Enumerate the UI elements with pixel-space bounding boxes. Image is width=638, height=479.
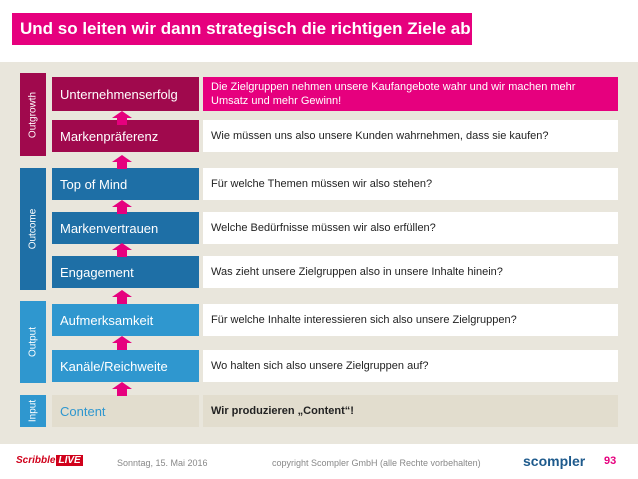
- logo-text: Scribble: [16, 455, 56, 466]
- arrow-up-icon: [112, 382, 132, 396]
- section-outgrowth: Outgrowth: [20, 73, 46, 156]
- page-number: 93: [604, 455, 617, 467]
- row-question-unternehmenserfolg: Die Zielgruppen nehmen unsere Kaufangebo…: [203, 77, 618, 111]
- row-label-content: Content: [52, 395, 199, 427]
- footer-date: Sonntag, 15. Mai 2016: [117, 458, 208, 468]
- row-question-markenvertrauen: Welche Bedürfnisse müssen wir also erfül…: [203, 212, 618, 244]
- scompler-logo: scompler: [523, 453, 586, 469]
- row-label-markenpraeferenz: Markenpräferenz: [52, 120, 199, 152]
- arrow-up-icon: [112, 336, 132, 350]
- row-label-markenvertrauen: Markenvertrauen: [52, 212, 199, 244]
- arrow-up-icon: [112, 290, 132, 304]
- arrow-up-icon: [112, 200, 132, 214]
- page-title: Und so leiten wir dann strategisch die r…: [12, 13, 476, 45]
- arrow-up-icon: [112, 243, 132, 257]
- row-question-kanaele-reichweite: Wo halten sich also unsere Zielgruppen a…: [203, 350, 618, 382]
- row-label-engagement: Engagement: [52, 256, 199, 288]
- row-label-kanaele-reichweite: Kanäle/Reichweite: [52, 350, 199, 382]
- section-label: Outgrowth: [27, 91, 39, 138]
- section-output: Output: [20, 301, 46, 383]
- section-label: Outcome: [27, 208, 39, 250]
- row-question-top-of-mind: Für welche Themen müssen wir also stehen…: [203, 168, 618, 200]
- section-input: Input: [20, 395, 46, 427]
- row-label-top-of-mind: Top of Mind: [52, 168, 199, 200]
- scribble-live-logo: Scribble LIVE: [16, 455, 83, 466]
- logo-live: LIVE: [56, 455, 83, 466]
- row-label-aufmerksamkeit: Aufmerksamkeit: [52, 304, 199, 336]
- row-question-content: Wir produzieren „Content“!: [203, 395, 618, 427]
- footer-copyright: copyright Scompler GmbH (alle Rechte vor…: [272, 458, 481, 468]
- row-question-markenpraeferenz: Wie müssen uns also unsere Kunden wahrne…: [203, 120, 618, 152]
- arrow-up-icon: [112, 111, 132, 125]
- row-question-engagement: Was zieht unsere Zielgruppen also in uns…: [203, 256, 618, 288]
- row-question-aufmerksamkeit: Für welche Inhalte interessieren sich al…: [203, 304, 618, 336]
- arrow-up-icon: [112, 155, 132, 169]
- section-label: Output: [27, 326, 39, 358]
- section-outcome: Outcome: [20, 168, 46, 290]
- footer: Scribble LIVE Sonntag, 15. Mai 2016 copyr…: [0, 446, 638, 479]
- section-label: Input: [27, 399, 39, 423]
- row-label-unternehmenserfolg: Unternehmenserfolg: [52, 77, 199, 111]
